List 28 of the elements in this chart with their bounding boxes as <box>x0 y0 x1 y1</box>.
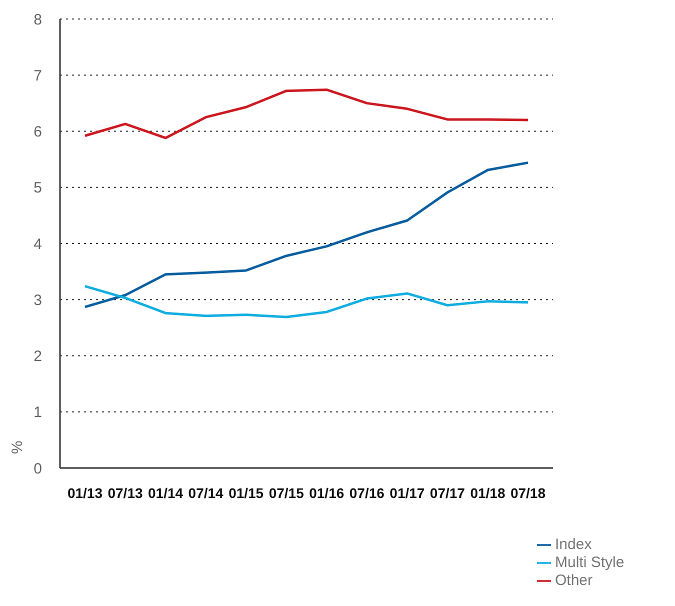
x-tick-label: 01/15 <box>228 484 264 501</box>
y-tick-label: 4 <box>34 236 42 253</box>
y-tick-label: 7 <box>34 67 42 84</box>
x-tick-label: 07/13 <box>108 484 143 501</box>
y-tick-label: 2 <box>34 348 42 366</box>
x-tick-label: 07/17 <box>430 484 466 501</box>
legend-label: Multi Style <box>555 554 624 571</box>
y-tick-label: 3 <box>34 292 42 309</box>
y-tick-label: 0 <box>34 460 42 478</box>
y-axis-title: % <box>9 440 26 454</box>
x-tick-label: 07/15 <box>268 484 304 501</box>
x-tick-label: 01/13 <box>67 484 103 501</box>
x-tick-label: 07/14 <box>188 484 224 501</box>
legend-label: Index <box>555 536 592 553</box>
x-tick-label: 07/18 <box>510 484 546 501</box>
y-tick-label: 6 <box>34 124 42 141</box>
x-tick-label: 01/14 <box>148 484 184 501</box>
x-tick-label: 01/16 <box>309 484 344 501</box>
y-tick-label: 1 <box>34 404 42 422</box>
line-series <box>84 161 530 308</box>
y-tick-label: 8 <box>34 11 42 28</box>
legend-label: Other <box>555 572 593 589</box>
x-tick-label: 01/17 <box>390 484 425 501</box>
y-tick-label: 5 <box>34 180 42 197</box>
x-tick-label: 01/18 <box>470 484 506 501</box>
line-series <box>84 284 530 318</box>
line-series <box>84 88 530 140</box>
x-tick-label: 07/16 <box>349 484 385 501</box>
